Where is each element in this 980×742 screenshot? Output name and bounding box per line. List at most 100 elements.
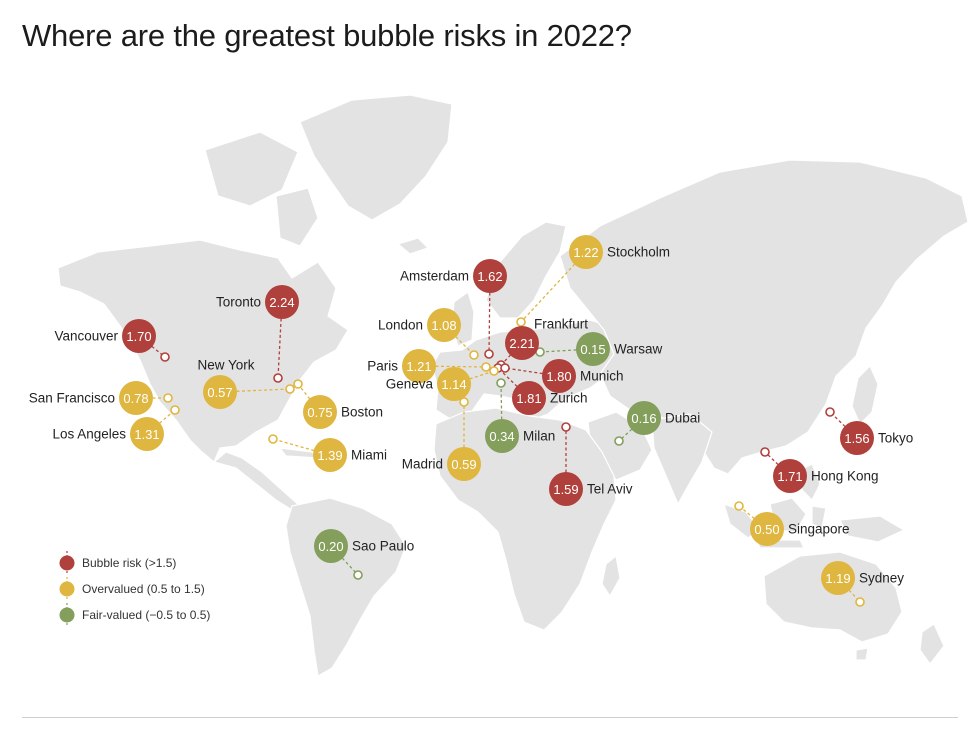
bubble-circle — [512, 381, 546, 415]
city-bubble-amsterdam[interactable]: 1.62 Amsterdam — [400, 259, 507, 293]
bubble-circle — [119, 381, 153, 415]
bubble-value: 0.16 — [631, 411, 656, 426]
city-label-stockholm: Stockholm — [607, 245, 670, 260]
location-marker-london — [469, 350, 479, 360]
bubble-value: 2.24 — [269, 295, 294, 310]
city-label-sao-paulo: Sao Paulo — [352, 539, 414, 554]
city-bubble-toronto[interactable]: 2.24 Toronto — [216, 285, 299, 319]
bubble-circle — [313, 438, 347, 472]
location-marker-san-francisco — [163, 393, 173, 403]
location-marker-vancouver — [160, 352, 170, 362]
leader-line-milan — [500, 382, 503, 437]
landmass-asia — [559, 159, 969, 475]
city-bubble-sydney[interactable]: 1.19 Sydney — [821, 561, 904, 595]
city-label-vancouver: Vancouver — [54, 329, 118, 344]
location-marker-tokyo — [825, 407, 835, 417]
bubble-circle — [485, 419, 519, 453]
city-bubble-miami[interactable]: 1.39 Miami — [313, 438, 387, 472]
city-bubble-tel-aviv[interactable]: 1.59 Tel Aviv — [549, 472, 633, 506]
city-bubble-milan[interactable]: 0.34 Milan — [485, 419, 555, 453]
city-bubble-munich[interactable]: 1.80 Munich — [542, 359, 624, 393]
location-marker-singapore — [734, 501, 744, 511]
legend-swatch — [59, 607, 75, 623]
bubble-circle — [840, 421, 874, 455]
bubble-circle — [576, 332, 610, 366]
landmass-sulawesi — [811, 505, 827, 529]
bubble-value: 1.81 — [516, 391, 541, 406]
bubble-value: 0.50 — [754, 522, 779, 537]
city-label-singapore: Singapore — [788, 522, 850, 537]
bubble-value: 1.19 — [825, 571, 850, 586]
location-marker-boston — [293, 379, 303, 389]
city-bubble-paris[interactable]: 1.21 Paris — [367, 349, 436, 383]
city-bubble-vancouver[interactable]: 1.70 Vancouver — [54, 319, 156, 353]
city-label-paris: Paris — [367, 359, 398, 374]
landmass-south-america — [285, 497, 407, 677]
city-label-zurich: Zurich — [550, 391, 588, 406]
landmass-new-guinea — [839, 515, 905, 543]
bubble-circle — [750, 512, 784, 546]
legend-item-fair: Fair-valued (−0.5 to 0.5) — [59, 603, 210, 627]
city-label-munich: Munich — [580, 369, 624, 384]
bubble-circle — [427, 308, 461, 342]
bubble-circle — [773, 459, 807, 493]
leader-line-warsaw — [539, 348, 594, 353]
city-label-hong-kong: Hong Kong — [811, 469, 879, 484]
location-marker-geneva — [489, 366, 499, 376]
city-bubble-boston[interactable]: 0.75 Boston — [303, 395, 383, 429]
city-bubble-london[interactable]: 1.08 London — [378, 308, 461, 342]
bubble-circle — [627, 401, 661, 435]
landmass-australia — [763, 551, 903, 643]
city-label-warsaw: Warsaw — [614, 342, 663, 357]
city-bubble-dubai[interactable]: 0.16 Dubai — [627, 401, 700, 435]
city-bubble-warsaw[interactable]: 0.15 Warsaw — [576, 332, 663, 366]
city-bubble-stockholm[interactable]: 1.22 Stockholm — [569, 235, 670, 269]
city-bubble-zurich[interactable]: 1.81 Zurich — [512, 381, 588, 415]
bubble-value: 1.31 — [134, 427, 159, 442]
land-masses — [57, 94, 969, 677]
landmass-central-america — [213, 451, 301, 511]
city-label-london: London — [378, 318, 423, 333]
bubble-value: 1.71 — [777, 469, 802, 484]
city-label-amsterdam: Amsterdam — [400, 269, 469, 284]
city-bubble-sao-paulo[interactable]: 0.20 Sao Paulo — [314, 529, 414, 563]
location-marker-paris — [481, 362, 491, 372]
legend-label: Bubble risk (>1.5) — [82, 556, 176, 570]
city-bubble-hong-kong[interactable]: 1.71 Hong Kong — [773, 459, 879, 493]
city-bubble-singapore[interactable]: 0.50 Singapore — [750, 512, 850, 546]
bubble-value: 1.59 — [553, 482, 578, 497]
landmass-scandinavia — [485, 221, 567, 319]
bubble-circle — [505, 326, 539, 360]
bubble-circle — [437, 367, 471, 401]
location-marker-miami — [268, 434, 278, 444]
city-bubble-madrid[interactable]: 0.59 Madrid — [402, 447, 481, 481]
bubble-value: 1.62 — [477, 269, 502, 284]
city-label-los-angeles: Los Angeles — [52, 427, 126, 442]
bubble-circle — [549, 472, 583, 506]
bubble-circle — [314, 529, 348, 563]
landmass-baffin-island — [275, 187, 319, 247]
leader-line-stockholm — [520, 251, 587, 323]
city-bubble-tokyo[interactable]: 1.56 Tokyo — [840, 421, 913, 455]
city-label-new-york: New York — [197, 358, 254, 373]
bubble-value: 0.78 — [123, 391, 148, 406]
landmass-india — [651, 413, 713, 505]
city-bubble-san-francisco[interactable]: 0.78 San Francisco — [29, 381, 153, 415]
landmass-japan — [851, 365, 879, 425]
legend-label: Overvalued (0.5 to 1.5) — [82, 582, 205, 596]
city-bubble-new-york[interactable]: 0.57 New York — [197, 358, 255, 410]
location-marker-los-angeles — [170, 405, 180, 415]
bubble-value: 1.14 — [441, 377, 466, 392]
location-marker-hong-kong — [760, 447, 770, 457]
bubble-value: 0.59 — [451, 457, 476, 472]
legend-swatch — [59, 555, 75, 571]
city-bubble-los-angeles[interactable]: 1.31 Los Angeles — [52, 417, 164, 451]
page-title: Where are the greatest bubble risks in 2… — [22, 18, 632, 53]
city-bubble-geneva[interactable]: 1.14 Geneva — [386, 367, 471, 401]
city-label-toronto: Toronto — [216, 295, 261, 310]
city-label-dubai: Dubai — [665, 411, 700, 426]
bubble-circle — [203, 375, 237, 409]
